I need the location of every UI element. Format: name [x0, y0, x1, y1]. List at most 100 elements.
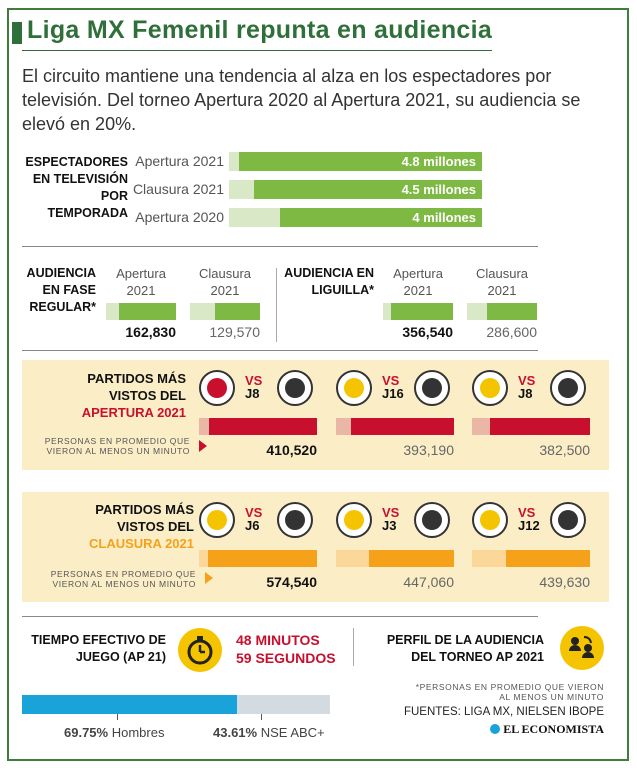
profile-hombres-label: 69.75% Hombres [64, 725, 164, 740]
tv-bar-label: 4.5 millones [401, 182, 476, 197]
footer-sources: FUENTES: LIGA MX, NIELSEN IBOPE [403, 706, 604, 718]
tv-bar [239, 152, 482, 171]
clausura-atlas-logo [414, 502, 450, 538]
perfil-divider [353, 628, 354, 666]
regular-season-year: 2021 [210, 283, 240, 298]
liguilla-value: 356,540 [402, 324, 453, 340]
apertura-america-logo [472, 370, 508, 406]
apertura-atlas-logo [277, 370, 313, 406]
title-rule [22, 50, 492, 51]
clausura-title: PARTIDOS MÁS VISTOS DEL CLAUSURA 2021 [40, 501, 194, 552]
apertura-pumas-logo [550, 370, 586, 406]
tv-section-title: ESPECTADORES EN TELEVISIÓN POR TEMPORADA [20, 154, 128, 222]
regular-title: AUDIENCIA EN FASE REGULAR* [26, 266, 96, 314]
clausura-value: 447,060 [403, 574, 454, 590]
liguilla-bar [390, 303, 453, 320]
liguilla-season-year: 2021 [487, 283, 517, 298]
stopwatch-icon [178, 628, 222, 672]
divider-3 [22, 616, 538, 617]
clausura-rayadas-logo [550, 502, 586, 538]
liguilla-season-year: 2021 [403, 283, 433, 298]
clausura-bar [368, 550, 454, 567]
apertura-bar [350, 418, 454, 435]
clausura-jornada: J6 [245, 518, 260, 533]
clausura-title-3: CLAUSURA 2021 [89, 536, 194, 551]
brand-logo: EL ECONOMISTA [486, 722, 604, 737]
apertura-note: PERSONAS EN PROMEDIO QUE VIERON AL MENOS… [44, 436, 190, 456]
apertura-vs: VS [245, 373, 263, 388]
page-title: Liga MX Femenil repunta en audiencia [27, 16, 493, 44]
regular-value: 162,830 [125, 324, 176, 340]
apertura-title: PARTIDOS MÁS VISTOS DEL APERTURA 2021 [40, 370, 186, 421]
tv-title-text: ESPECTADORES EN TELEVISIÓN POR TEMPORADA [25, 155, 128, 220]
apertura-panel [22, 360, 609, 470]
liguilla-season-label: Clausura [475, 266, 529, 281]
mid-divider [276, 268, 277, 342]
apertura-vs: VS [518, 373, 536, 388]
apertura-bar [489, 418, 590, 435]
tiempo-line1: 48 MINUTOS [236, 632, 320, 648]
profile-bar-hombres [22, 695, 237, 714]
profile-nse-value: 43.61% [213, 725, 261, 740]
clausura-queretaro-logo [277, 502, 313, 538]
apertura-america-logo [336, 370, 372, 406]
tv-bar [279, 208, 482, 227]
apertura-value: 410,520 [266, 442, 317, 458]
clausura-santos-logo [199, 502, 235, 538]
footer-note: *PERSONAS EN PROMEDIO QUE VIERON AL MENO… [415, 682, 604, 702]
tiempo-value: 48 MINUTOS 59 SEGUNDOS [236, 631, 336, 667]
divider-2 [22, 350, 538, 351]
profile-hombres-value: 69.75% [64, 725, 112, 740]
apertura-jornada: J8 [518, 386, 533, 401]
tv-category-label: Apertura 2021 [135, 153, 224, 169]
liguilla-value: 286,600 [486, 324, 537, 340]
audience-icon [560, 626, 604, 670]
divider-1 [22, 246, 538, 247]
tv-category-label: Apertura 2020 [135, 209, 224, 225]
apertura-tigres-logo [414, 370, 450, 406]
apertura-value: 393,190 [403, 442, 454, 458]
clausura-tijuana-logo [336, 502, 372, 538]
profile-tick-2 [260, 714, 262, 720]
profile-nse-label: 43.61% NSE ABC+ [213, 725, 325, 740]
clausura-panel [22, 492, 609, 602]
perfil-title: PERFIL DE LA AUDIENCIA DEL TORNEO AP 202… [386, 633, 544, 664]
apertura-bar [209, 418, 317, 435]
profile-hombres-category: Hombres [111, 725, 165, 740]
clausura-note: PERSONAS EN PROMEDIO QUE VIERON AL MENOS… [50, 569, 196, 589]
tv-category-label: Clausura 2021 [132, 181, 224, 197]
regular-bar [214, 303, 260, 320]
clausura-vs: VS [382, 505, 400, 520]
regular-value: 129,570 [209, 324, 260, 340]
title-accent [12, 22, 22, 44]
tv-bar [254, 180, 482, 199]
clausura-vs: VS [245, 505, 263, 520]
tiempo-line2: 59 SEGUNDOS [236, 650, 336, 666]
frame-border [7, 8, 629, 761]
regular-season-label: Clausura [198, 266, 252, 281]
clausura-bar [506, 550, 590, 567]
apertura-jornada: J16 [382, 386, 404, 401]
clausura-value: 574,540 [266, 574, 317, 590]
clausura-bar [207, 550, 317, 567]
apertura-chivas-logo [199, 370, 235, 406]
clausura-title-2: VISTOS DEL [116, 519, 194, 534]
clausura-vs: VS [518, 505, 536, 520]
apertura-jornada: J8 [245, 386, 260, 401]
brand-name: EL ECONOMISTA [503, 722, 604, 736]
apertura-title-1: PARTIDOS MÁS [87, 371, 186, 386]
liguilla-title: AUDIENCIA EN LIGUILLA* [284, 266, 374, 297]
apertura-arrow-icon [199, 440, 207, 452]
profile-tick-1 [117, 714, 118, 720]
apertura-title-2: VISTOS DEL [108, 388, 186, 403]
apertura-vs: VS [382, 373, 400, 388]
regular-season-year: 2021 [126, 283, 156, 298]
tv-bar-label: 4.8 millones [401, 154, 476, 169]
regular-bar [119, 303, 176, 320]
apertura-title-3: APERTURA 2021 [81, 405, 186, 420]
intro-text: El circuito mantiene una tendencia al al… [22, 66, 581, 134]
clausura-jornada: J12 [518, 518, 540, 533]
clausura-value: 439,630 [539, 574, 590, 590]
apertura-value: 382,500 [539, 442, 590, 458]
